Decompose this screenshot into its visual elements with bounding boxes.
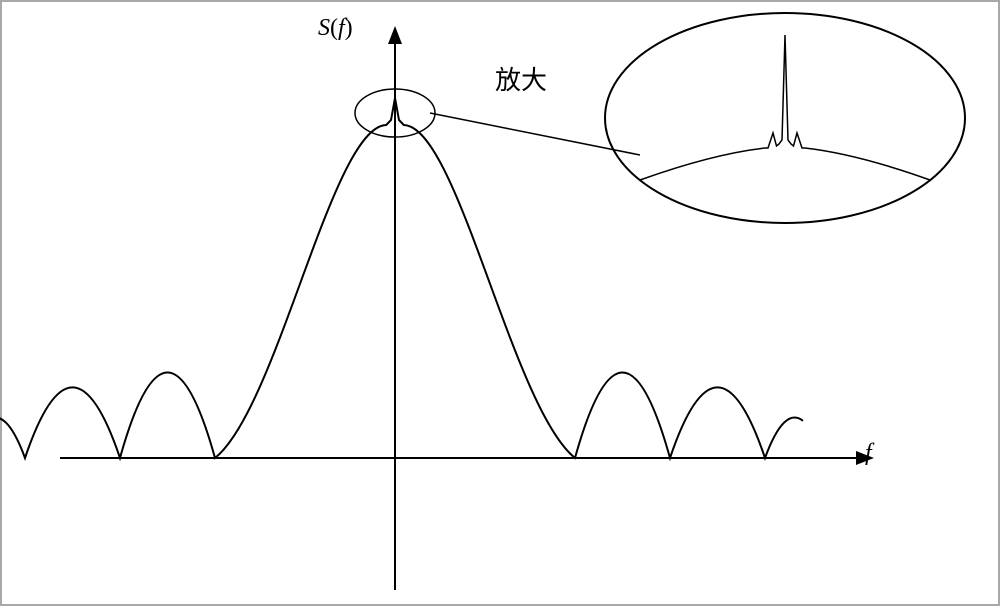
main-spectrum-curve xyxy=(0,98,803,458)
callout-line xyxy=(430,113,640,155)
axes-group xyxy=(60,26,874,590)
inset-zoomed-curve xyxy=(640,35,930,180)
y-axis-label: S(f) xyxy=(318,15,353,42)
x-axis-label: f xyxy=(865,440,872,467)
zoom-label: 放大 xyxy=(495,60,547,97)
y-axis-arrow xyxy=(388,26,402,44)
